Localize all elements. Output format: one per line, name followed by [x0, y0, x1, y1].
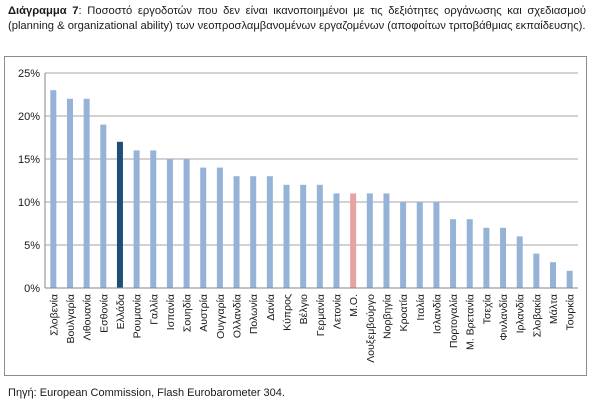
- x-tick-label: Μάλτα: [548, 294, 560, 324]
- bar-27: [483, 227, 490, 288]
- x-tick-label: Σουηδία: [182, 294, 194, 332]
- bar-30: [533, 253, 540, 288]
- bar-16: [300, 184, 307, 288]
- bar-4: [100, 124, 107, 288]
- x-tick-label: Σλοβενία: [48, 294, 60, 336]
- bar-20: [366, 193, 373, 288]
- bar-chart: 0% 5% 10% 15% 20% 25% Σλοβενία Βουλγαρία Λιθουα…: [18, 68, 578, 363]
- y-tick-label: 25%: [18, 68, 40, 80]
- x-tick-label: Γαλλία: [148, 294, 160, 325]
- bar-22: [400, 202, 407, 288]
- bar-12: [233, 176, 240, 288]
- x-tick-label: Γερμανία: [315, 294, 327, 336]
- bar-3: [83, 98, 90, 288]
- x-tick-label: Μ. Βρετανία: [465, 294, 477, 350]
- chart-frame: 0% 5% 10% 15% 20% 25% Σλοβενία Βουλγαρία Λιθουα…: [4, 56, 587, 376]
- bar-1: [50, 90, 57, 288]
- x-tick-label: Πολωνία: [248, 294, 260, 334]
- x-tick-label: Ρουμανία: [132, 294, 144, 338]
- bar-9: [183, 159, 190, 288]
- bar-24: [433, 202, 440, 288]
- bar-17: [316, 184, 323, 288]
- bar-13: [250, 176, 257, 288]
- x-tick-label: Ουγγαρία: [215, 294, 227, 339]
- x-tick-label: Νορβηγία: [381, 294, 393, 339]
- bar-8: [166, 159, 173, 288]
- y-axis-tick-labels: 0% 5% 10% 15% 20% 25%: [18, 68, 40, 295]
- bars: [50, 90, 573, 288]
- y-tick-label: 10%: [18, 197, 40, 209]
- bar-7: [150, 150, 157, 288]
- x-tick-label: Τουρκία: [565, 294, 577, 330]
- y-tick-label: 15%: [18, 154, 40, 166]
- bar-28: [500, 227, 507, 288]
- bar-25: [450, 219, 457, 288]
- bar-19: [350, 193, 357, 288]
- x-tick-label: Εσθονία: [98, 294, 110, 333]
- x-tick-label: Φινλανδία: [498, 294, 510, 341]
- x-tick-label: Ιταλία: [415, 294, 427, 321]
- x-tick-label: Ολλανδία: [232, 294, 244, 338]
- chart-caption: Διάγραμμα 7: Ποσοστό εργοδοτών που δεν ε…: [8, 4, 586, 34]
- y-tick-label: 0%: [24, 283, 40, 295]
- x-tick-label: Ιρλανδία: [515, 294, 527, 333]
- bar-14: [266, 176, 273, 288]
- bar-29: [516, 236, 523, 288]
- bar-6: [133, 150, 140, 288]
- x-tick-label: Ελλάδα: [115, 294, 127, 329]
- x-tick-label: Αυστρία: [198, 294, 210, 332]
- bar-11: [216, 167, 223, 288]
- bar-31: [550, 262, 557, 288]
- bar-2: [66, 98, 73, 288]
- bar-18: [333, 193, 340, 288]
- x-tick-label: Πορτογαλία: [448, 294, 460, 348]
- caption-label: Διάγραμμα 7: [8, 5, 79, 17]
- x-tick-label: Δανία: [265, 294, 277, 321]
- x-tick-label: Κροατία: [398, 294, 410, 331]
- x-tick-label: Βουλγαρία: [65, 294, 77, 344]
- bar-10: [200, 167, 207, 288]
- source-note: Πηγή: European Commission, Flash Eurobar…: [8, 387, 285, 399]
- x-tick-label: Σλοβακία: [531, 294, 543, 337]
- gridlines: [45, 72, 578, 246]
- bar-5: [116, 141, 123, 288]
- x-tick-label: Λουξεμβούργο: [365, 294, 377, 363]
- y-tick-label: 5%: [24, 240, 40, 252]
- x-tick-label: Λιθουανία: [82, 294, 94, 341]
- y-tick-label: 20%: [18, 111, 40, 123]
- bar-32: [566, 270, 573, 288]
- x-tick-label: Κύπρος: [282, 294, 294, 331]
- x-tick-label: Μ.Ο.: [348, 294, 360, 317]
- caption-text: : Ποσοστό εργοδοτών που δεν είναι ικανοπ…: [8, 5, 586, 32]
- bar-21: [383, 193, 390, 288]
- bar-23: [416, 202, 423, 288]
- bar-15: [283, 184, 290, 288]
- x-tick-label: Λετονία: [331, 294, 343, 329]
- x-axis-tick-labels: Σλοβενία Βουλγαρία Λιθουανία Εσθονία Ελλάδα Ρ…: [48, 294, 576, 363]
- x-tick-label: Τσεχία: [481, 294, 493, 324]
- x-tick-label: Ισλανδία: [431, 294, 443, 334]
- bar-26: [466, 219, 473, 288]
- x-tick-label: Βέλγιο: [298, 294, 310, 325]
- x-tick-label: Ισπανία: [165, 294, 177, 330]
